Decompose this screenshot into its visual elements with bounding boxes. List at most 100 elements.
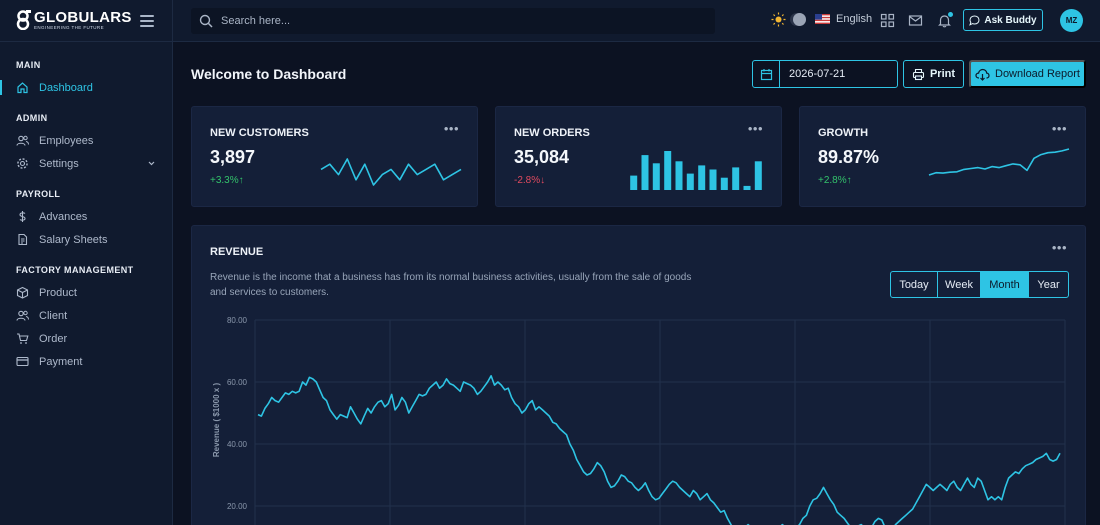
grid-icon[interactable]: [880, 13, 895, 28]
sidebar-item-label: Advances: [39, 210, 88, 223]
chevron-down-icon[interactable]: [147, 159, 156, 171]
box-icon: [16, 286, 29, 299]
language-selector[interactable]: English: [815, 13, 872, 25]
theme-toggle[interactable]: [771, 12, 806, 27]
sparkline-path: [320, 158, 462, 186]
sidebar-item-salary-sheets[interactable]: Salary Sheets: [16, 228, 156, 251]
order-bar: [675, 161, 683, 190]
sidebar-item-order[interactable]: Order: [16, 327, 156, 350]
logo[interactable]: GLOBULARS ENGINEERING THE FUTURE: [16, 10, 132, 31]
logo-icon: [16, 10, 31, 30]
order-bar: [686, 173, 694, 190]
order-bar: [630, 175, 638, 190]
sparkline-new-customers: [320, 158, 462, 186]
nav-heading-main: MAIN: [16, 60, 41, 70]
notification-bell[interactable]: [937, 12, 953, 28]
sidebar-item-employees[interactable]: Employees: [16, 129, 156, 152]
sidebar-item-label: Order: [39, 332, 68, 345]
stat-card-new-orders: NEW ORDERS ••• 35,084 -2.8%↓: [495, 106, 782, 207]
barchart-new-orders: [630, 151, 762, 190]
card-title: NEW CUSTOMERS: [210, 127, 309, 139]
order-bar: [709, 169, 717, 190]
card-delta: -2.8%↓: [514, 175, 545, 186]
order-bar: [698, 165, 706, 190]
ask-buddy-label: Ask Buddy: [984, 14, 1037, 26]
order-bar: [652, 163, 660, 190]
sidebar-item-label: Dashboard: [39, 81, 93, 94]
sidebar: GLOBULARS ENGINEERING THE FUTURE MAIN Da…: [0, 0, 173, 525]
sidebar-item-label: Settings: [39, 157, 79, 170]
mail-icon[interactable]: [908, 13, 923, 28]
arrow-up-icon: ↑: [238, 175, 244, 186]
card-value: 3,897: [210, 147, 256, 167]
order-bar: [641, 155, 649, 190]
search-box[interactable]: [191, 8, 715, 34]
stat-card-growth: GROWTH ••• 89.87% +2.8%↑: [799, 106, 1086, 207]
y-tick-label: 60.00: [227, 378, 248, 387]
more-icon[interactable]: •••: [1051, 240, 1067, 255]
bell-icon: [938, 15, 951, 28]
cart-icon: [16, 332, 29, 345]
delta-value: +2.8%: [818, 175, 847, 186]
delta-value: -2.8%: [514, 175, 541, 186]
date-picker[interactable]: [752, 60, 898, 88]
sidebar-item-label: Employees: [39, 134, 94, 147]
y-axis-title: Revenue ( $1000 x ): [212, 383, 221, 458]
cloud-download-icon: [975, 68, 990, 81]
nav-heading-factory: FACTORY MANAGEMENT: [16, 265, 134, 275]
sidebar-item-dashboard[interactable]: Dashboard: [0, 76, 156, 99]
sidebar-item-label: Payment: [39, 355, 83, 368]
language-label: English: [836, 13, 873, 25]
card-title: REVENUE: [210, 246, 264, 258]
brand-tagline: ENGINEERING THE FUTURE: [34, 25, 104, 30]
users-icon: [16, 309, 29, 322]
sun-icon: [771, 12, 786, 27]
chat-icon: [969, 14, 980, 26]
order-bar: [743, 185, 751, 190]
brand-name: GLOBULARS: [34, 9, 132, 26]
sidebar-item-settings[interactable]: Settings: [16, 152, 156, 175]
revenue-chart: 80.00 60.00 40.00 20.00 Revenue ( $1000 x ): [212, 316, 1066, 525]
sparkline-growth: [928, 148, 1070, 176]
arrow-up-icon: ↑: [846, 175, 852, 186]
range-selector: Today Week Month Year: [890, 271, 1069, 298]
nav-heading-admin: ADMIN: [16, 113, 48, 123]
sidebar-item-product[interactable]: Product: [16, 281, 156, 304]
y-tick-label: 80.00: [227, 316, 248, 325]
notification-dot: [948, 12, 953, 17]
more-icon[interactable]: •••: [443, 121, 459, 136]
sidebar-item-label: Salary Sheets: [39, 233, 108, 246]
range-month[interactable]: Month: [981, 272, 1029, 297]
page-title: Welcome to Dashboard: [191, 66, 347, 82]
sidebar-item-client[interactable]: Client: [16, 304, 156, 327]
range-year[interactable]: Year: [1037, 278, 1060, 291]
more-icon[interactable]: •••: [747, 121, 763, 136]
range-today[interactable]: Today: [891, 272, 938, 297]
ask-buddy-button[interactable]: Ask Buddy: [963, 9, 1043, 31]
arrow-down-icon: ↓: [540, 175, 546, 186]
sidebar-item-label: Client: [39, 309, 68, 322]
theme-switch[interactable]: [790, 13, 806, 26]
sidebar-item-advances[interactable]: Advances: [16, 205, 156, 228]
print-label: Print: [929, 68, 956, 80]
gear-icon: [16, 157, 29, 170]
y-tick-label: 40.00: [227, 440, 248, 449]
printer-icon: [912, 68, 925, 80]
card-title: NEW ORDERS: [514, 127, 590, 139]
revenue-card: REVENUE ••• Revenue is the income that a…: [191, 225, 1086, 525]
search-icon: [199, 14, 213, 28]
more-icon[interactable]: •••: [1051, 121, 1067, 136]
topbar: English Ask Buddy MZ: [173, 0, 1100, 42]
search-input[interactable]: [221, 15, 701, 27]
print-button[interactable]: Print: [903, 60, 964, 88]
range-week[interactable]: Week: [938, 272, 981, 297]
avatar[interactable]: MZ: [1060, 9, 1083, 32]
date-input[interactable]: [780, 68, 890, 80]
card-value: 89.87%: [818, 147, 880, 167]
card-delta: +3.3%↑: [210, 175, 244, 186]
calendar-icon[interactable]: [753, 61, 780, 87]
menu-toggle-icon[interactable]: [140, 13, 154, 27]
sidebar-item-payment[interactable]: Payment: [16, 350, 156, 373]
document-icon: [16, 233, 29, 246]
download-report-button[interactable]: Download Report: [969, 60, 1086, 88]
